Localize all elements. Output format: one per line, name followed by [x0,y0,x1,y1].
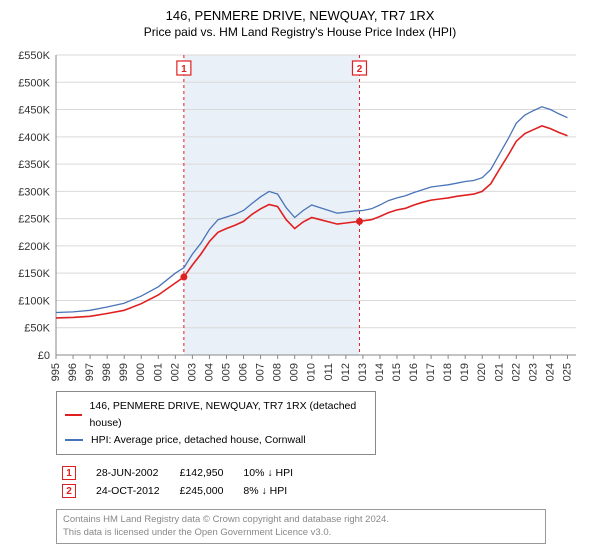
chart-title: 146, PENMERE DRIVE, NEWQUAY, TR7 1RX [10,8,590,23]
svg-text:£400K: £400K [18,132,50,144]
svg-text:£100K: £100K [18,295,50,307]
svg-text:£0: £0 [38,350,50,362]
svg-text:1997: 1997 [84,363,96,381]
event-date: 24-OCT-2012 [92,483,174,499]
legend-label: HPI: Average price, detached house, Corn… [91,432,306,449]
event-row: 1 28-JUN-2002£142,95010% ↓ HPI [58,465,307,481]
svg-text:1996: 1996 [67,363,79,381]
svg-text:£150K: £150K [18,268,50,280]
plot-area: £0 £50K £100K £150K £200K £250K £300K £350K £400… [10,51,590,381]
svg-text:2010: 2010 [306,363,318,381]
svg-text:2008: 2008 [272,363,284,381]
svg-text:1999: 1999 [118,363,130,381]
svg-text:2006: 2006 [238,363,250,381]
svg-text:2009: 2009 [289,363,301,381]
svg-text:£350K: £350K [18,159,50,171]
event-price: £245,000 [176,483,238,499]
svg-text:2013: 2013 [357,363,369,381]
svg-text:2007: 2007 [255,363,267,381]
svg-text:2012: 2012 [340,363,352,381]
events-table: 1 28-JUN-2002£142,95010% ↓ HPI 2 24-OCT-201… [56,463,309,501]
footer-line-1: Contains HM Land Registry data © Crown c… [63,514,539,526]
svg-text:2020: 2020 [476,363,488,381]
event-delta: 10% ↓ HPI [239,465,307,481]
svg-text:2023: 2023 [527,363,539,381]
svg-text:£500K: £500K [18,77,50,89]
svg-text:1998: 1998 [101,363,113,381]
svg-text:2017: 2017 [425,363,437,381]
svg-text:2025: 2025 [561,363,573,381]
event-delta: 8% ↓ HPI [239,483,307,499]
svg-text:2016: 2016 [408,363,420,381]
svg-text:£50K: £50K [24,323,50,335]
svg-text:2011: 2011 [323,363,335,381]
svg-text:£550K: £550K [18,51,50,62]
svg-text:2002: 2002 [169,363,181,381]
footer: Contains HM Land Registry data © Crown c… [56,509,546,544]
event-price: £142,950 [176,465,238,481]
event-date: 28-JUN-2002 [92,465,174,481]
svg-text:2019: 2019 [459,363,471,381]
svg-text:2024: 2024 [544,363,556,381]
line-chart: £0 £50K £100K £150K £200K £250K £300K £350K £400… [10,51,590,381]
footer-line-2: This data is licensed under the Open Gov… [63,527,539,539]
svg-text:2018: 2018 [442,363,454,381]
svg-text:£200K: £200K [18,241,50,253]
svg-text:2005: 2005 [220,363,232,381]
svg-text:2021: 2021 [493,363,505,381]
event-badge: 1 [62,466,76,480]
svg-text:2003: 2003 [186,363,198,381]
svg-text:£300K: £300K [18,186,50,198]
legend-swatch [65,439,83,441]
svg-text:2001: 2001 [152,363,164,381]
svg-text:2014: 2014 [374,363,386,381]
svg-text:2022: 2022 [510,363,522,381]
chart-subtitle: Price paid vs. HM Land Registry's House … [10,25,590,39]
svg-text:£250K: £250K [18,214,50,226]
legend: 146, PENMERE DRIVE, NEWQUAY, TR7 1RX (de… [56,391,376,455]
legend-label: 146, PENMERE DRIVE, NEWQUAY, TR7 1RX (de… [90,398,367,432]
svg-text:2015: 2015 [391,363,403,381]
event-row: 2 24-OCT-2012£245,0008% ↓ HPI [58,483,307,499]
event-badge: 2 [62,484,76,498]
svg-text:2: 2 [357,64,363,75]
svg-text:1995: 1995 [50,363,62,381]
svg-text:2000: 2000 [135,363,147,381]
legend-row: HPI: Average price, detached house, Corn… [65,432,367,449]
svg-text:£450K: £450K [18,105,50,117]
legend-swatch [65,414,82,416]
legend-row: 146, PENMERE DRIVE, NEWQUAY, TR7 1RX (de… [65,398,367,432]
svg-text:2004: 2004 [203,363,215,381]
chart-container: 146, PENMERE DRIVE, NEWQUAY, TR7 1RX Pri… [0,0,600,560]
svg-text:1: 1 [181,64,187,75]
